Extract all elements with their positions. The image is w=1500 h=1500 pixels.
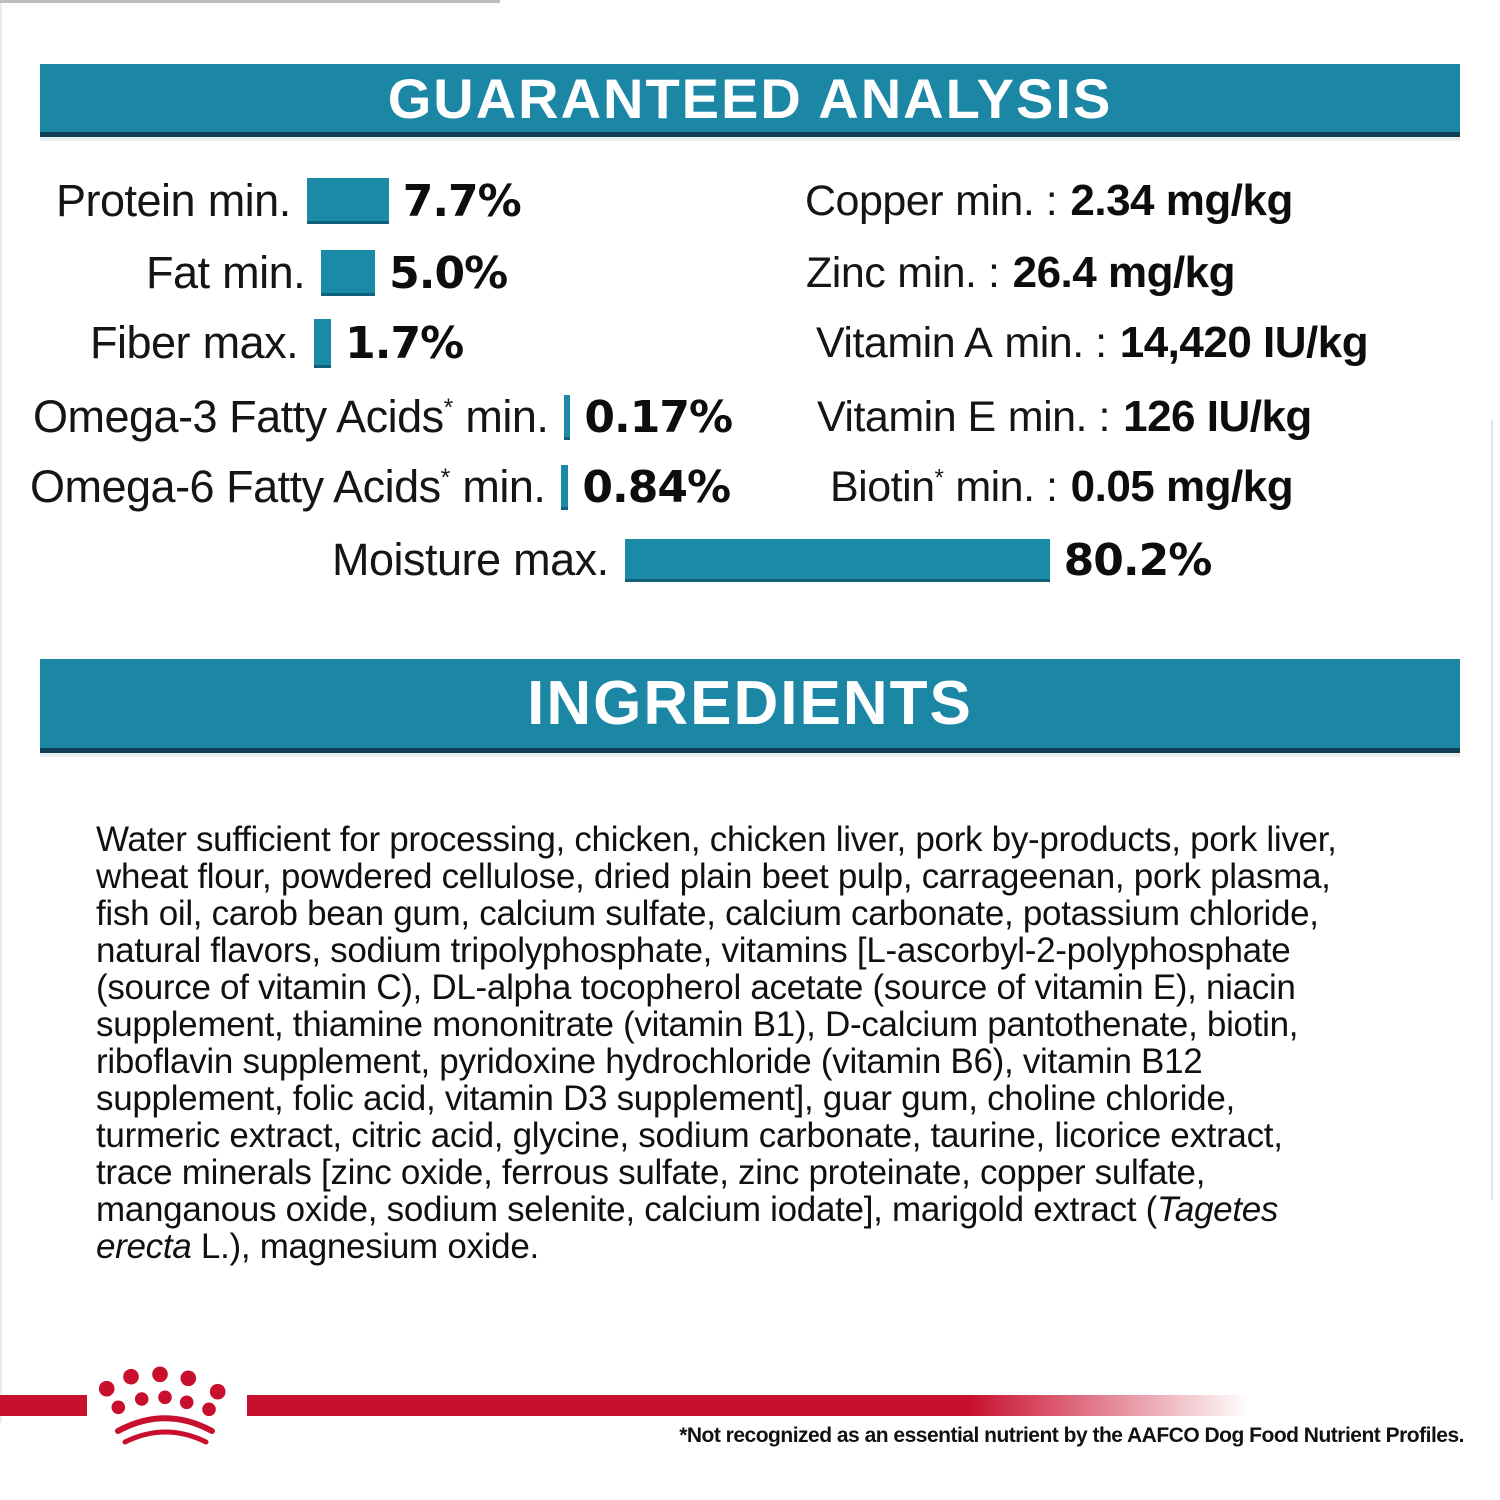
- ga-row-value: 5.0%: [389, 247, 508, 299]
- ga-row-value: 7.7%: [402, 175, 522, 227]
- ga-row-biotin: Biotin* min. : 0.05 mg/kg: [830, 462, 1294, 512]
- ga-row-protein: Protein min. 7.7%: [56, 175, 522, 227]
- ga-row-label: Fiber max.: [90, 317, 299, 368]
- ga-row-value: 80.2%: [1063, 534, 1213, 586]
- ga-row-label: Protein min.: [56, 175, 291, 226]
- omega6-bar: [561, 464, 569, 510]
- ingredients-text-after: L.), magnesium oxide.: [191, 1227, 539, 1266]
- asterisk-mark: *: [443, 395, 454, 422]
- ga-row-label: Fat min.: [146, 247, 306, 298]
- ga-row-label: Copper min. :: [805, 176, 1058, 225]
- guaranteed-analysis-title: GUARANTEED ANALYSIS: [387, 66, 1113, 130]
- ga-row-label: Omega-6 Fatty Acids* min.: [30, 461, 546, 512]
- ga-row-moisture: Moisture max. 80.2%: [332, 534, 1213, 586]
- red-band-left: [0, 1395, 87, 1416]
- ga-row-value: 126 IU/kg: [1123, 392, 1312, 441]
- ga-row-value: 0.05 mg/kg: [1070, 462, 1294, 511]
- ga-row-copper: Copper min. : 2.34 mg/kg: [805, 176, 1293, 226]
- ingredients-title: INGREDIENTS: [527, 669, 973, 738]
- red-band-gradient: [247, 1395, 1250, 1416]
- moisture-bar: [624, 538, 1050, 582]
- ingredients-header: INGREDIENTS: [40, 659, 1460, 753]
- ga-row-value: 26.4 mg/kg: [1012, 248, 1236, 297]
- ingredients-text-before: Water sufficient for processing, chicken…: [96, 820, 1337, 1229]
- ga-row-value: 14,420 IU/kg: [1119, 318, 1369, 367]
- ga-row-label: Omega-3 Fatty Acids* min.: [33, 391, 549, 442]
- royal-canin-crown-logo-icon: [98, 1366, 226, 1445]
- ga-row-zinc: Zinc min. : 26.4 mg/kg: [806, 248, 1236, 298]
- ga-row-fat: Fat min. 5.0%: [146, 247, 508, 299]
- ingredients-species-italic: Tagetes erecta: [96, 1190, 1279, 1266]
- ga-row-value: 0.84%: [582, 461, 731, 513]
- ingredients-paragraph: Water sufficient for processing, chicken…: [96, 821, 1366, 1265]
- omega3-bar: [564, 394, 571, 440]
- protein-bar: [306, 178, 389, 224]
- ga-row-label: Moisture max.: [332, 534, 609, 585]
- asterisk-mark: *: [440, 465, 451, 492]
- fiber-bar: [314, 318, 332, 368]
- ga-row-value: 0.17%: [584, 391, 733, 443]
- aafco-footnote: *Not recognized as an essential nutrient…: [679, 1424, 1464, 1447]
- ga-row-value: 2.34 mg/kg: [1070, 176, 1293, 225]
- screenshot-right-border: [1491, 420, 1493, 1200]
- screenshot-top-border: [0, 0, 500, 3]
- screenshot-left-border: [0, 3, 2, 1423]
- ga-row-omega6: Omega-6 Fatty Acids* min. 0.84%: [30, 461, 731, 513]
- ga-row-label: Zinc min. :: [806, 248, 1000, 297]
- ga-row-label: Biotin* min. :: [830, 462, 1058, 511]
- ga-row-value: 1.7%: [345, 317, 464, 369]
- ga-row-omega3: Omega-3 Fatty Acids* min. 0.17%: [33, 391, 733, 443]
- ga-row-fiber: Fiber max. 1.7%: [90, 317, 464, 369]
- fat-bar: [321, 250, 376, 296]
- asterisk-mark: *: [934, 465, 944, 492]
- guaranteed-analysis-header: GUARANTEED ANALYSIS: [40, 64, 1460, 137]
